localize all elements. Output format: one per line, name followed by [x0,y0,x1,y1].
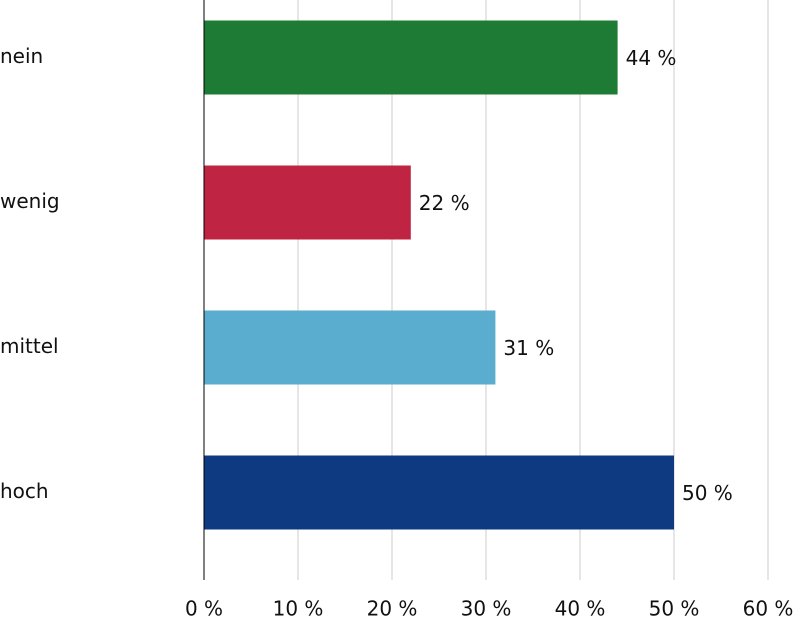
value-label: 50 % [682,481,733,505]
bar [204,165,411,240]
value-label: 22 % [419,191,470,215]
x-tick-label: 10 % [273,597,324,621]
x-tick-label: 60 % [743,597,794,621]
bar [204,455,674,530]
y-tick-label: nein [0,44,43,68]
value-label: 31 % [503,336,554,360]
bar [204,310,496,385]
x-tick-label: 30 % [461,597,512,621]
y-tick-label: hoch [0,479,49,503]
bar [204,20,618,95]
x-tick-label: 40 % [555,597,606,621]
x-tick-label: 50 % [649,597,700,621]
x-tick-label: 20 % [367,597,418,621]
y-tick-label: wenig [0,189,60,213]
x-tick-label: 0 % [185,597,223,621]
y-tick-label: mittel [0,334,59,358]
value-label: 44 % [626,46,677,70]
